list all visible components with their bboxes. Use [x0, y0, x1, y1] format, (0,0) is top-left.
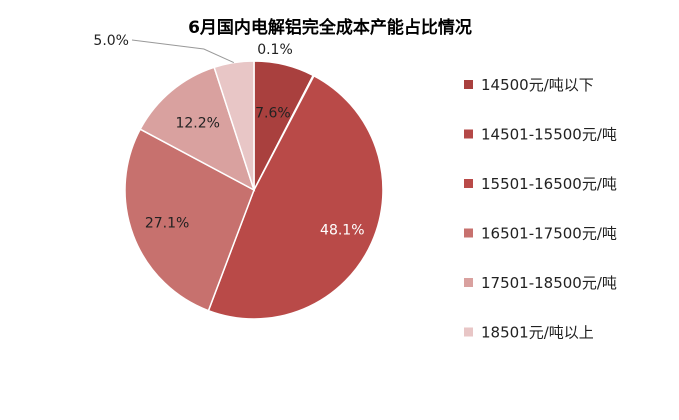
legend-swatch-6 — [464, 327, 473, 337]
legend-swatch-5 — [464, 278, 473, 287]
data-labels: 7.6% 0.1% 48.1% 27.1% 12.2% 5.0% — [93, 33, 364, 239]
data-label-2: 0.1% — [257, 42, 293, 58]
legend-swatch-1 — [464, 80, 473, 89]
legend-swatch-4 — [464, 228, 473, 238]
legend-label-2: 14501-15500元/吨 — [481, 126, 617, 144]
legend-label-4: 16501-17500元/吨 — [481, 225, 617, 243]
data-label-5: 12.2% — [175, 116, 219, 132]
legend-label-3: 15501-16500元/吨 — [481, 175, 617, 193]
legend: 14500元/吨以下 14501-15500元/吨 15501-16500元/吨 16… — [464, 76, 617, 342]
data-label-1: 7.6% — [255, 105, 291, 121]
legend-swatch-2 — [464, 129, 473, 139]
data-label-3: 48.1% — [320, 223, 364, 239]
pie-slice-5 — [139, 66, 256, 192]
legend-label-5: 17501-18500元/吨 — [481, 274, 617, 292]
pie-slice-6 — [213, 60, 255, 191]
pie-slice-4 — [124, 128, 255, 312]
legend-label-1: 14500元/吨以下 — [481, 76, 594, 94]
leader-line — [131, 39, 235, 64]
legend-swatch-3 — [464, 179, 473, 188]
data-label-4: 27.1% — [145, 216, 189, 232]
legend-label-6: 18501元/吨以上 — [481, 324, 594, 342]
chart-title: 6月国内电解铝完全成本产能占比情况 — [188, 17, 472, 38]
pie-slice-3 — [207, 74, 384, 320]
data-label-6: 5.0% — [93, 33, 129, 49]
pie-slices — [124, 60, 384, 320]
